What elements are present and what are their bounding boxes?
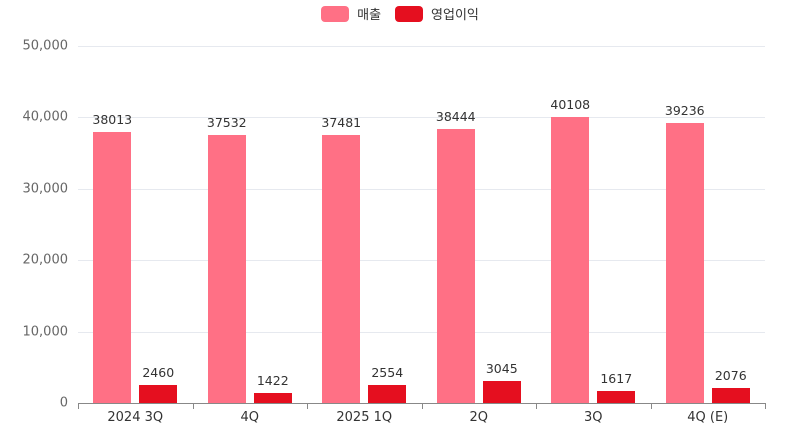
bar-operating-profit[interactable] [597, 391, 636, 403]
x-tick-label: 3Q [583, 410, 603, 425]
data-label: 38013 [92, 111, 133, 127]
bar-revenue[interactable] [665, 122, 704, 403]
gridline [78, 117, 765, 119]
x-tick-label: 4Q [240, 410, 260, 425]
y-tick-label: 40,000 [22, 109, 69, 125]
gridline [78, 331, 765, 333]
x-axis-tick [765, 403, 766, 409]
data-label: 37532 [206, 115, 247, 131]
data-label: 40108 [550, 96, 591, 112]
x-tick-label: 2024 3Q [107, 410, 164, 425]
y-tick-label: 50,000 [22, 38, 69, 54]
chart-legend: 매출 영업이익 [0, 4, 800, 23]
data-label: 1422 [256, 372, 289, 388]
legend-swatch-operating-profit [395, 5, 424, 22]
bar-revenue[interactable] [436, 128, 475, 403]
data-label: 39236 [664, 102, 705, 118]
x-tick-label: 4Q (E) [687, 410, 729, 425]
x-axis-tick [192, 403, 194, 409]
data-label: 1617 [600, 371, 633, 387]
x-axis-tick [78, 403, 79, 409]
y-tick-label: 10,000 [22, 324, 69, 340]
bar-revenue[interactable] [551, 116, 590, 403]
x-axis-tick [536, 403, 537, 409]
legend-swatch-revenue [321, 5, 350, 22]
bar-operating-profit[interactable] [482, 381, 521, 403]
bar-operating-profit[interactable] [711, 388, 750, 403]
y-tick-label: 20,000 [22, 252, 69, 268]
x-tick-label: 2025 1Q [336, 410, 393, 425]
x-tick-label: 2Q [469, 410, 489, 425]
legend-item-operating-profit[interactable]: 영업이익 [395, 4, 479, 23]
y-tick-label: 0 [59, 395, 68, 411]
x-axis-tick [307, 403, 308, 409]
bar-operating-profit[interactable] [253, 392, 292, 403]
x-axis-tick [650, 403, 652, 409]
bar-revenue[interactable] [207, 135, 246, 403]
data-label: 2076 [714, 368, 747, 384]
bar-operating-profit[interactable] [139, 385, 178, 403]
data-label: 38444 [435, 108, 476, 124]
data-label: 3045 [485, 361, 518, 377]
x-axis-tick [421, 403, 423, 409]
legend-item-revenue[interactable]: 매출 [321, 4, 381, 23]
bar-revenue[interactable] [322, 135, 361, 403]
data-label: 2554 [371, 364, 404, 380]
gridline [78, 260, 765, 262]
gridline [78, 188, 765, 190]
legend-label-operating-profit: 영업이익 [431, 8, 479, 23]
gridline [78, 46, 765, 47]
data-label: 2460 [142, 365, 175, 381]
y-tick-label: 30,000 [22, 181, 69, 197]
data-label: 37481 [321, 115, 362, 131]
bar-operating-profit[interactable] [368, 384, 407, 403]
legend-label-revenue: 매출 [357, 8, 382, 23]
bar-revenue[interactable] [93, 131, 132, 403]
